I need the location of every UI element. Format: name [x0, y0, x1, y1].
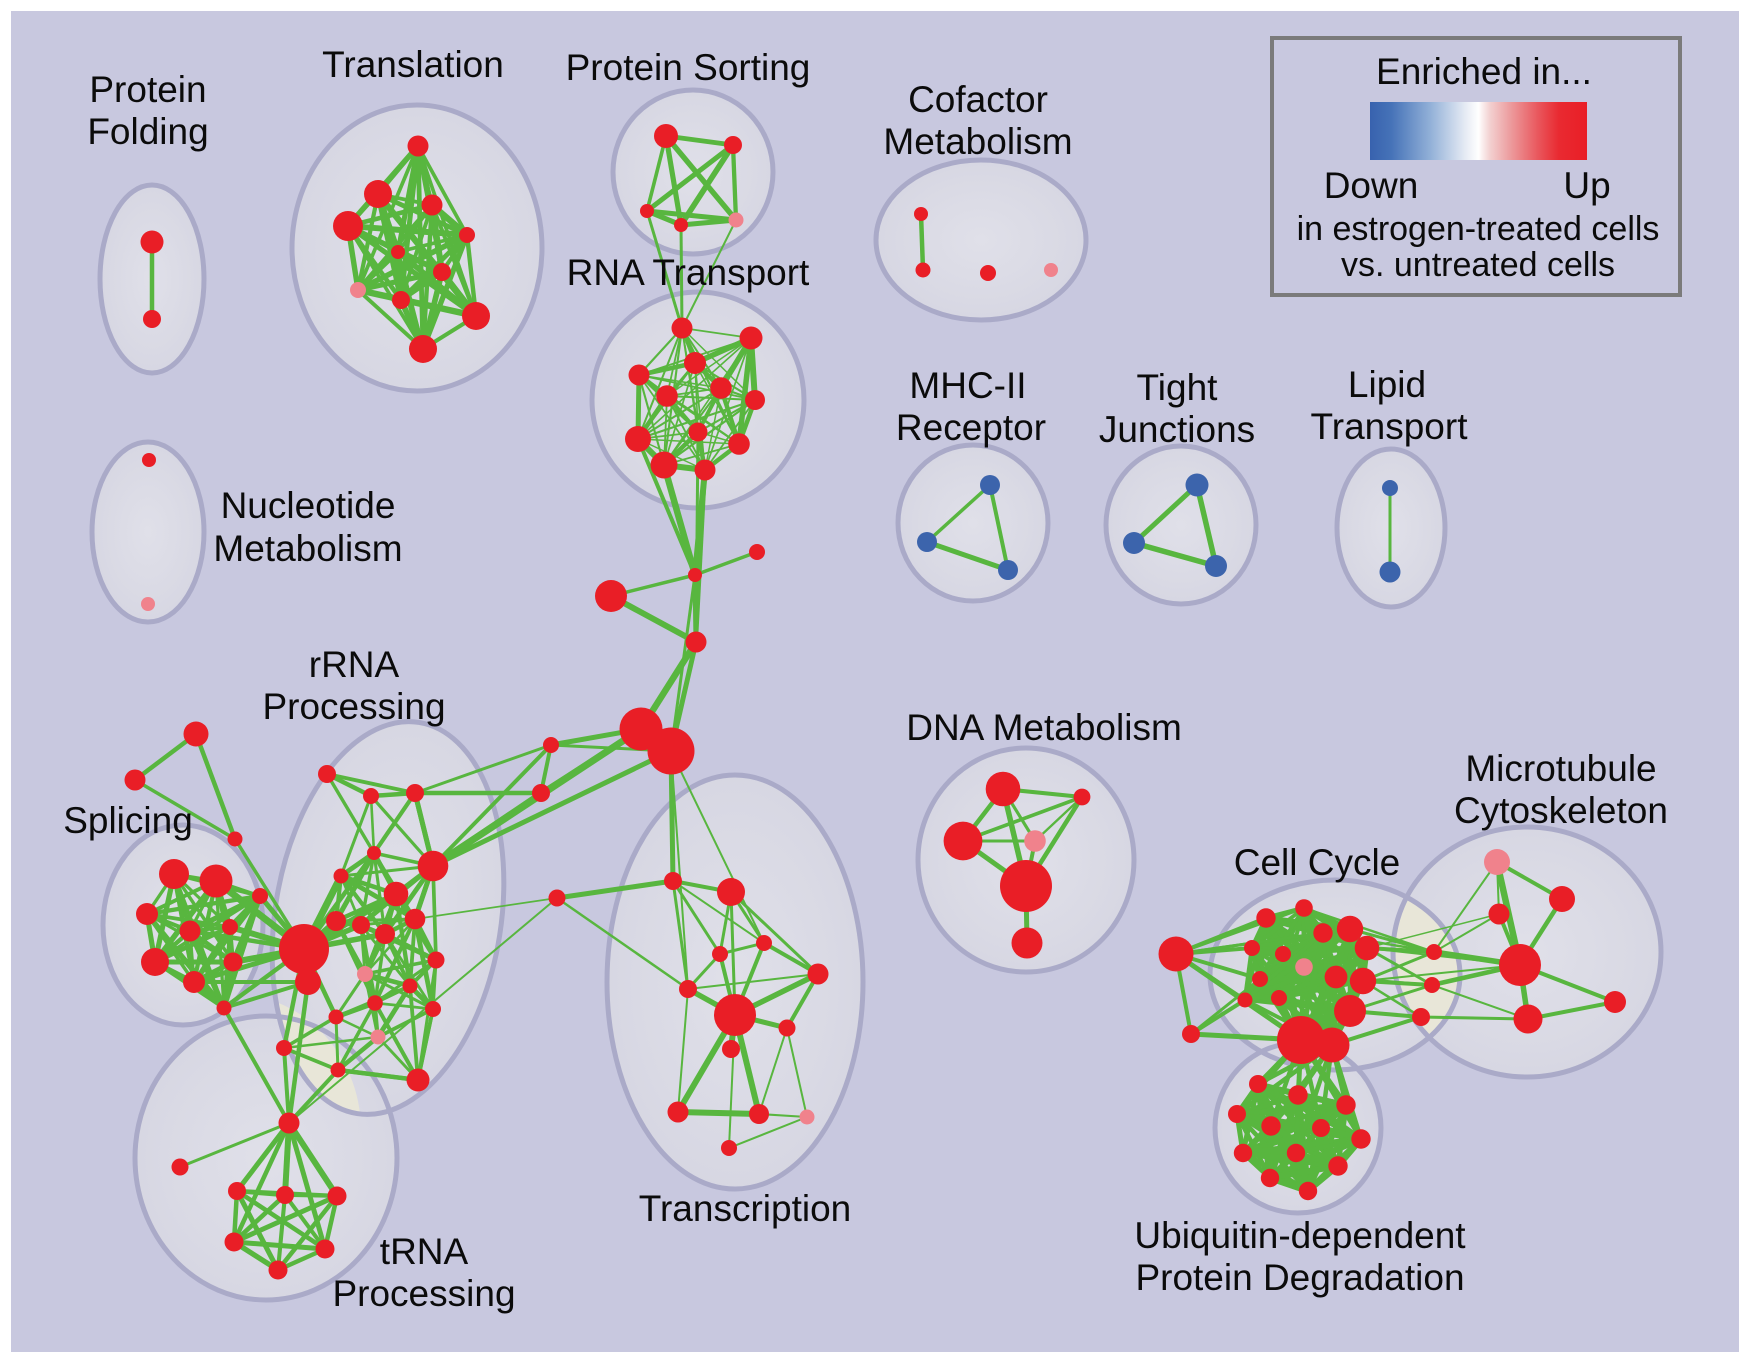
svg-text:Metabolism: Metabolism — [883, 121, 1072, 162]
svg-text:rRNA: rRNA — [309, 644, 400, 685]
svg-text:Splicing: Splicing — [63, 800, 193, 841]
svg-text:MHC-II: MHC-II — [909, 365, 1026, 406]
svg-text:Translation: Translation — [322, 44, 504, 85]
svg-text:Microtubule: Microtubule — [1465, 748, 1656, 789]
svg-text:Junctions: Junctions — [1099, 409, 1255, 450]
svg-text:Lipid: Lipid — [1348, 364, 1426, 405]
svg-text:Processing: Processing — [262, 686, 445, 727]
svg-text:Folding: Folding — [87, 111, 208, 152]
svg-text:Protein Sorting: Protein Sorting — [566, 47, 811, 88]
svg-text:Transport: Transport — [1311, 406, 1469, 447]
svg-text:Tight: Tight — [1137, 367, 1219, 408]
svg-text:Protein Degradation: Protein Degradation — [1135, 1257, 1464, 1298]
svg-text:tRNA: tRNA — [380, 1231, 469, 1272]
svg-text:Enriched in...: Enriched in... — [1376, 51, 1592, 92]
svg-text:Up: Up — [1563, 165, 1610, 206]
svg-text:Cofactor: Cofactor — [908, 79, 1048, 120]
svg-text:Nucleotide: Nucleotide — [221, 485, 396, 526]
svg-text:Cytoskeleton: Cytoskeleton — [1454, 790, 1668, 831]
svg-text:Metabolism: Metabolism — [213, 528, 402, 569]
svg-text:Ubiquitin-dependent: Ubiquitin-dependent — [1134, 1215, 1466, 1256]
svg-text:Receptor: Receptor — [896, 407, 1046, 448]
svg-text:Down: Down — [1324, 165, 1419, 206]
svg-text:vs. untreated cells: vs. untreated cells — [1341, 246, 1615, 284]
svg-text:RNA Transport: RNA Transport — [567, 252, 810, 293]
svg-text:in estrogen-treated cells: in estrogen-treated cells — [1297, 210, 1660, 248]
svg-text:Cell Cycle: Cell Cycle — [1234, 842, 1401, 883]
svg-text:DNA Metabolism: DNA Metabolism — [906, 707, 1182, 748]
svg-text:Protein: Protein — [89, 69, 206, 110]
svg-text:Processing: Processing — [332, 1273, 515, 1314]
svg-text:Transcription: Transcription — [639, 1188, 851, 1229]
